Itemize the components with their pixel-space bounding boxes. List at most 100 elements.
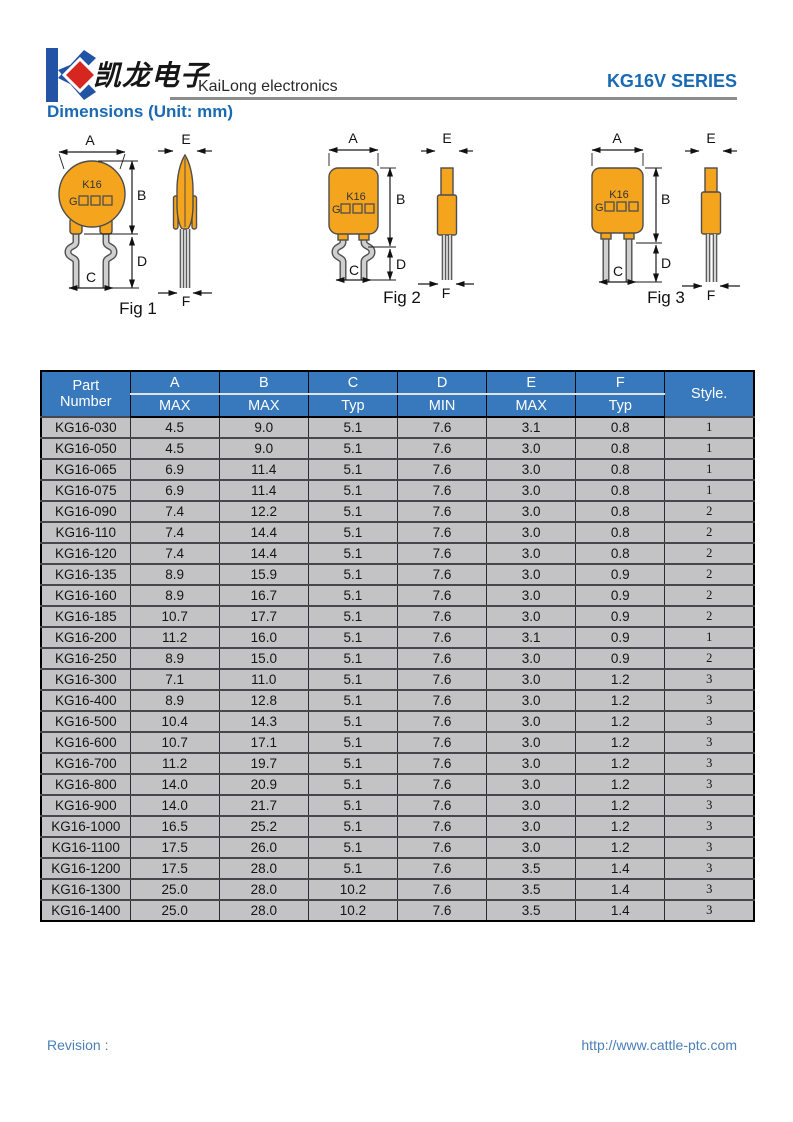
fig2-side-view: E F (418, 130, 474, 301)
part-number-cell: KG16-500 (40, 710, 131, 733)
dimension-cell: 3.1 (486, 416, 577, 439)
style-cell: 2 (664, 584, 755, 607)
dimension-cell: 17.7 (218, 605, 309, 628)
dimension-cell: 15.0 (218, 647, 309, 670)
part-number-cell: KG16-075 (40, 479, 131, 502)
dimension-cell: 3.0 (486, 500, 577, 523)
dimension-cell: 7.6 (396, 563, 488, 586)
dimension-cell: 3.0 (486, 542, 577, 565)
part-number-cell: KG16-400 (40, 689, 131, 712)
dimension-cell: 8.9 (129, 689, 220, 712)
part-number-cell: KG16-185 (40, 605, 131, 628)
fig1-marking-g: G (69, 196, 78, 208)
dim-label-a: A (612, 130, 622, 146)
dimension-cell: 5.1 (307, 836, 399, 859)
dim-label-b: B (137, 187, 146, 203)
dimension-cell: 7.6 (396, 605, 488, 628)
dimension-cell: 11.4 (218, 479, 309, 502)
col-header-part-number: Part Number (40, 370, 131, 418)
dimension-cell: 1.2 (575, 815, 666, 838)
dimension-cell: 16.7 (218, 584, 309, 607)
dimension-cell: 12.2 (218, 500, 309, 523)
dimension-cell: 10.7 (129, 605, 220, 628)
col-header-d: D (396, 370, 488, 395)
table-row: KG16-120 7.4 14.4 5.1 7.6 3.0 0.8 2 (40, 542, 755, 565)
table-row: KG16-160 8.9 16.7 5.1 7.6 3.0 0.9 2 (40, 584, 755, 607)
part-number-cell: KG16-250 (40, 647, 131, 670)
dimension-cell: 7.6 (396, 794, 488, 817)
dimensions-table-body: KG16-030 4.5 9.0 5.1 7.6 3.1 0.8 1 KG16-050 4.5 9.… (40, 416, 755, 922)
part-number-cell: KG16-1200 (40, 857, 131, 880)
dimension-cell: 0.9 (575, 626, 666, 649)
dimension-cell: 5.1 (307, 521, 399, 544)
part-number-cell: KG16-090 (40, 500, 131, 523)
dimension-cell: 3.0 (486, 668, 577, 691)
table-row: KG16-090 7.4 12.2 5.1 7.6 3.0 0.8 2 (40, 500, 755, 523)
dimension-cell: 17.5 (129, 857, 220, 880)
dimension-cell: 5.1 (307, 710, 399, 733)
dimension-cell: 15.9 (218, 563, 309, 586)
dimension-cell: 5.1 (307, 773, 399, 796)
dimension-cell: 3.0 (486, 647, 577, 670)
style-cell: 3 (664, 710, 755, 733)
dimension-cell: 5.1 (307, 500, 399, 523)
col-header-f: F (575, 370, 666, 395)
col-subheader-c: Typ (307, 393, 399, 418)
dimension-cell: 17.1 (218, 731, 309, 754)
dimension-cell: 5.1 (307, 731, 399, 754)
dimension-cell: 0.9 (575, 563, 666, 586)
dimension-cell: 12.8 (218, 689, 309, 712)
table-row: KG16-250 8.9 15.0 5.1 7.6 3.0 0.9 2 (40, 647, 755, 670)
dimension-cell: 7.6 (396, 731, 488, 754)
table-row: KG16-1400 25.0 28.0 10.2 7.6 3.5 1.4 3 (40, 899, 755, 922)
logo-chinese-text: 凯龙电子 (93, 60, 210, 91)
dim-label-e: E (706, 130, 715, 146)
dimension-cell: 25.0 (129, 899, 220, 922)
dimension-cell: 7.4 (129, 521, 220, 544)
col-header-c: C (307, 370, 399, 395)
col-subheader-d: MIN (396, 393, 488, 418)
dim-label-c: C (613, 263, 623, 279)
dimension-cell: 20.9 (218, 773, 309, 796)
dimension-cell: 3.0 (486, 689, 577, 712)
fig2-marking-k16: K16 (346, 191, 366, 203)
fig3-marking-g: G (595, 202, 604, 214)
part-number-cell: KG16-1100 (40, 836, 131, 859)
table-row: KG16-135 8.9 15.9 5.1 7.6 3.0 0.9 2 (40, 563, 755, 586)
dimension-cell: 1.2 (575, 689, 666, 712)
dimension-cell: 3.0 (486, 731, 577, 754)
dimension-cell: 3.0 (486, 584, 577, 607)
table-row: KG16-400 8.9 12.8 5.1 7.6 3.0 1.2 3 (40, 689, 755, 712)
website-link[interactable]: http://www.cattle-ptc.com (581, 1037, 737, 1053)
dimension-cell: 5.1 (307, 416, 399, 439)
part-number-cell: KG16-135 (40, 563, 131, 586)
dimension-cell: 7.6 (396, 521, 488, 544)
dimension-cell: 1.2 (575, 710, 666, 733)
dimension-cell: 1.4 (575, 857, 666, 880)
dimension-cell: 19.7 (218, 752, 309, 775)
col-subheader-b: MAX (218, 393, 309, 418)
dimensions-table-header: Part Number A B C D E F Style. MAX MAX T… (40, 370, 755, 418)
part-number-cell: KG16-110 (40, 521, 131, 544)
col-subheader-f: Typ (575, 393, 666, 418)
dimension-cell: 28.0 (218, 899, 309, 922)
dim-label-d: D (396, 256, 406, 272)
col-header-e: E (486, 370, 577, 395)
part-number-cell: KG16-120 (40, 542, 131, 565)
dim-label-f: F (442, 285, 451, 301)
fig1-dimensions: A B D C (58, 132, 147, 291)
dim-label-f: F (182, 293, 191, 309)
dim-label-f: F (707, 287, 716, 303)
dimension-cell: 11.0 (218, 668, 309, 691)
table-row: KG16-700 11.2 19.7 5.1 7.6 3.0 1.2 3 (40, 752, 755, 775)
dimension-cell: 16.5 (129, 815, 220, 838)
dimension-cell: 7.6 (396, 584, 488, 607)
dimension-cell: 7.6 (396, 479, 488, 502)
fig2-marking-g: G (332, 204, 341, 216)
fig1-side-view: E F (158, 131, 212, 309)
dimension-cell: 7.6 (396, 500, 488, 523)
style-cell: 1 (664, 416, 755, 439)
dimension-cell: 7.6 (396, 647, 488, 670)
dimension-cell: 17.5 (129, 836, 220, 859)
dimension-cell: 7.6 (396, 857, 488, 880)
